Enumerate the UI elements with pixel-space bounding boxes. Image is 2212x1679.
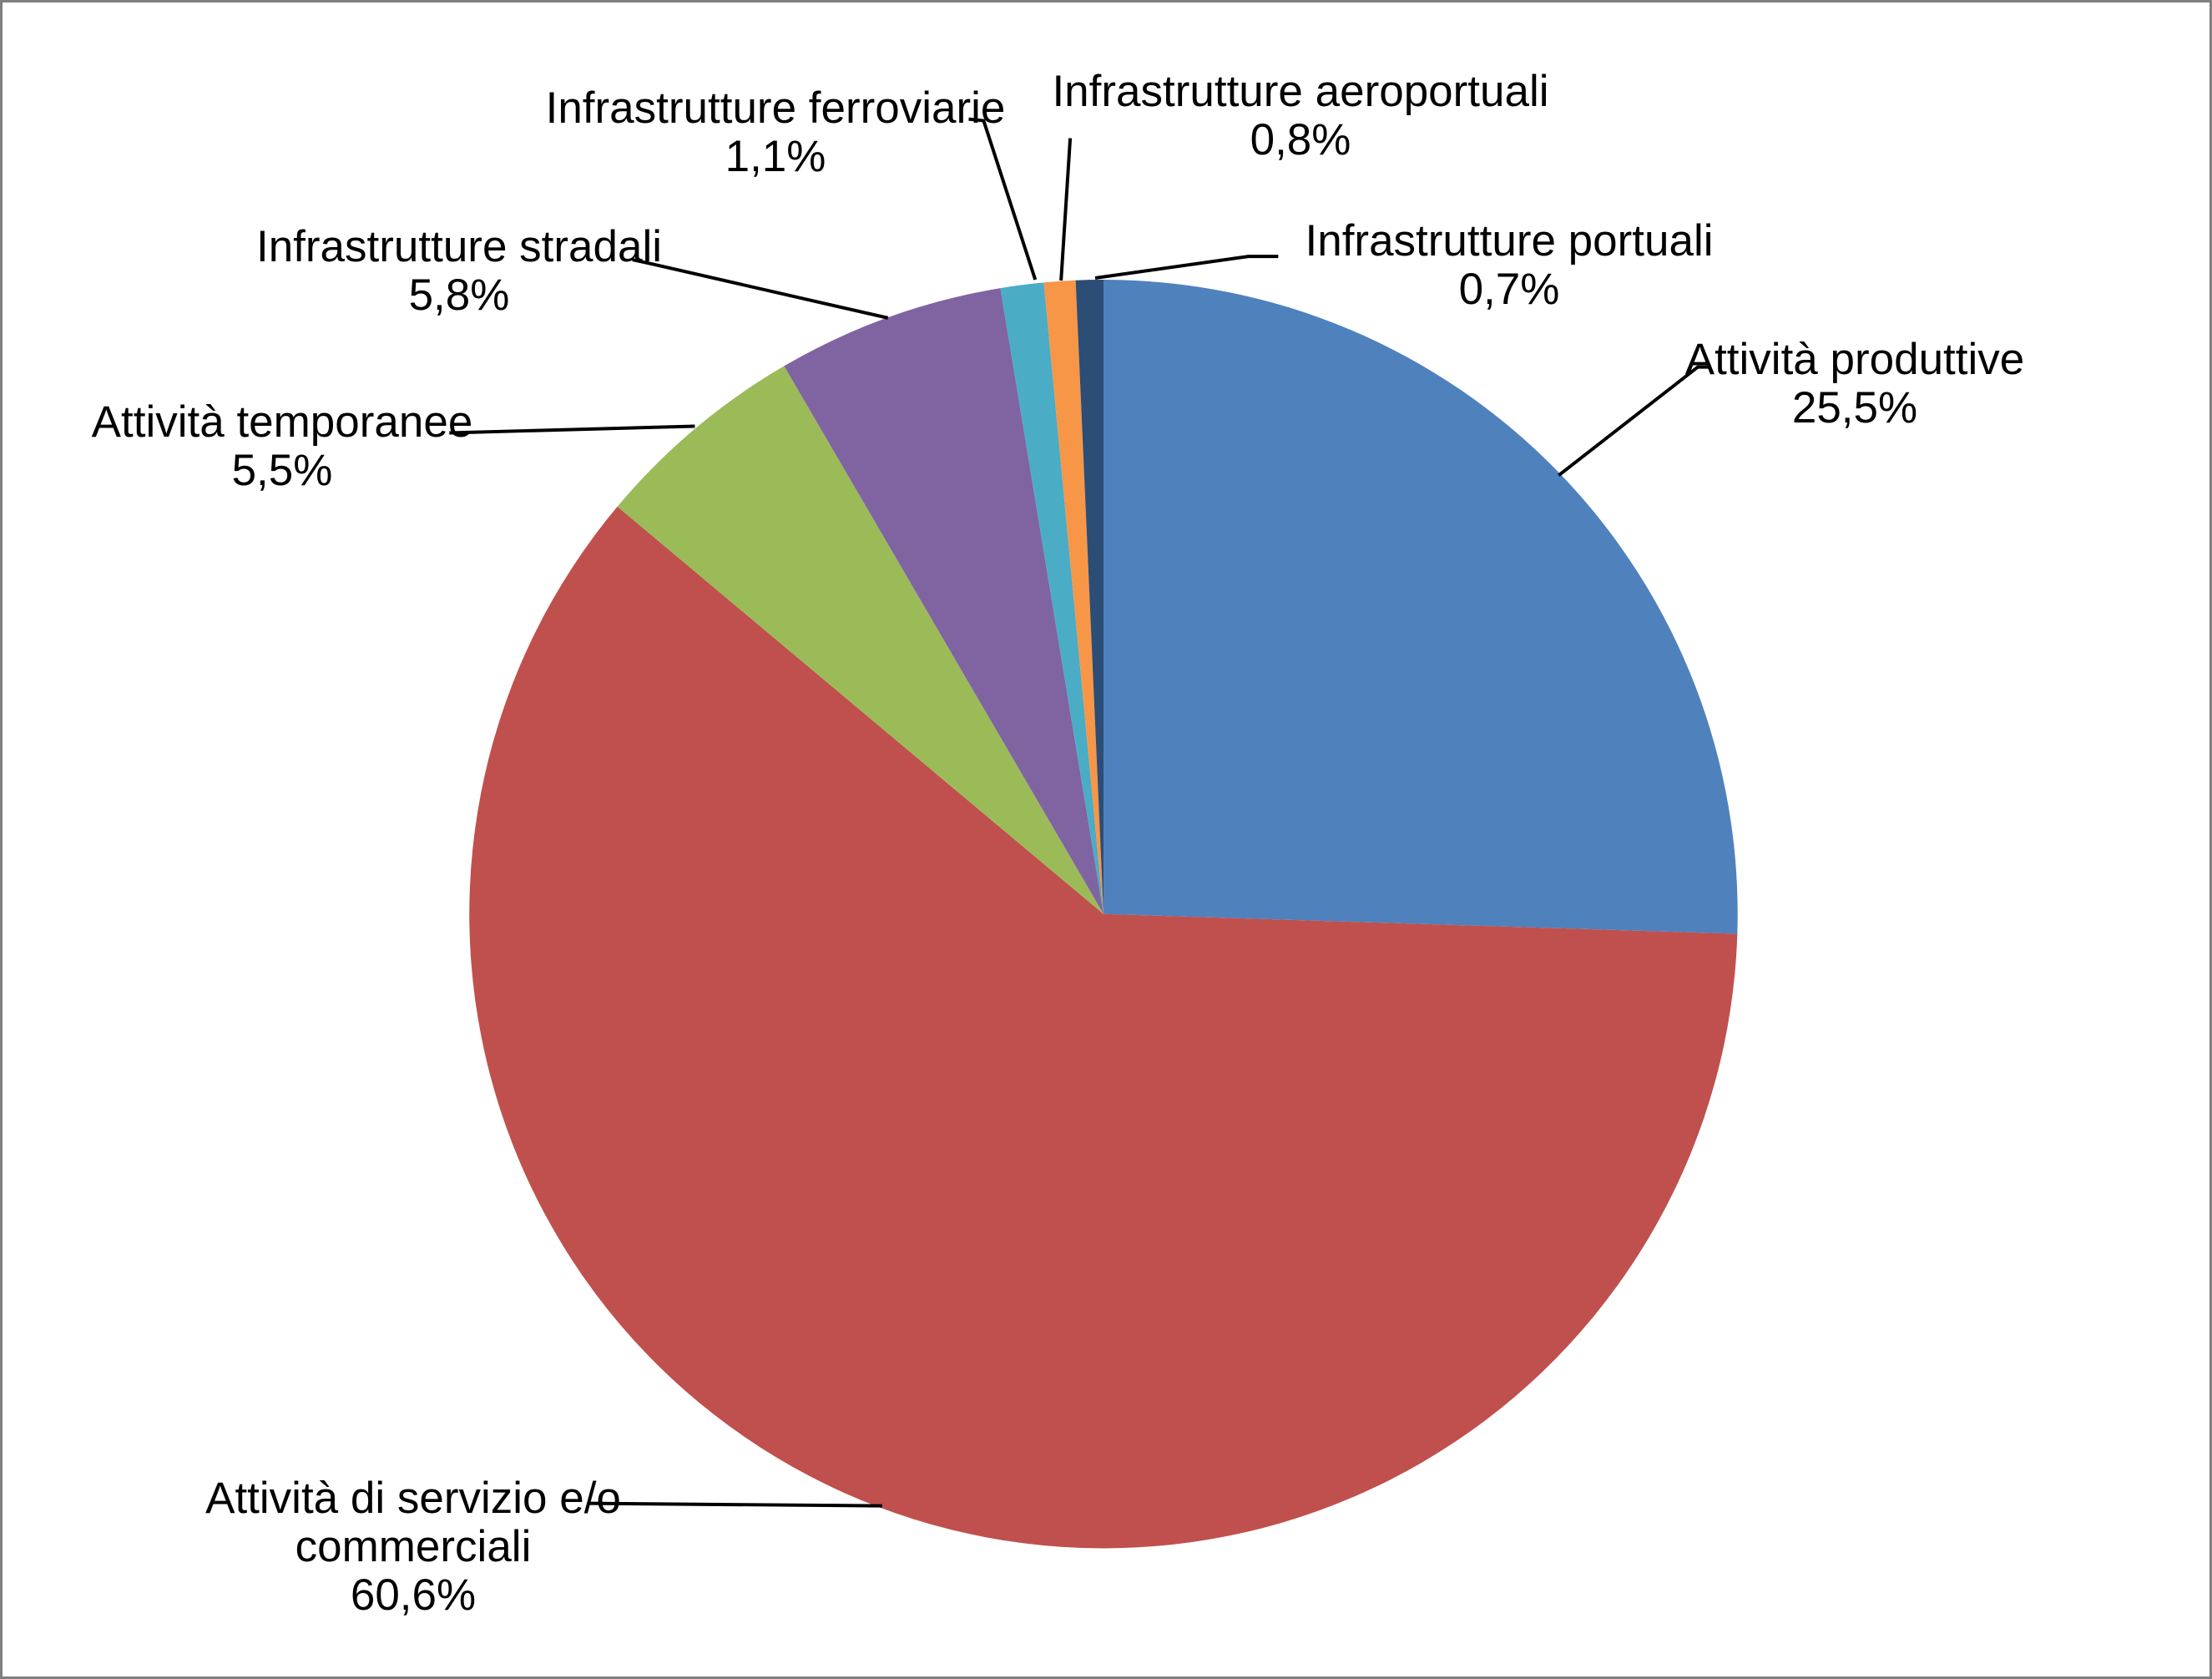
leader-line-0: [1558, 365, 1709, 477]
slice-label-infrastrutture-ferroviarie: Infrastrutture ferroviarie 1,1%: [546, 84, 1006, 181]
pie-slice-3: [784, 288, 1104, 914]
leader-line-5: [1059, 138, 1073, 281]
slice-label-value: 0,7%: [1458, 265, 1560, 314]
pie-slice-1: [469, 506, 1738, 1549]
slice-label-infrastrutture-aeroportuali: Infrastrutture aeroportuali 0,8%: [1052, 68, 1548, 164]
slice-label-text: Attività temporanee: [91, 397, 473, 447]
slice-label-text: commerciali: [295, 1522, 532, 1571]
leader-line-3: [632, 258, 889, 320]
slice-label-value: 60,6%: [350, 1570, 477, 1620]
slice-label-text: Infrastrutture aeroportuali: [1052, 67, 1549, 116]
slice-label-attivita-produttive: Attività produttive 25,5%: [1685, 336, 2025, 432]
slice-label-value: 5,8%: [408, 271, 510, 320]
slice-label-infrastrutture-stradali: Infrastrutture stradali 5,8%: [256, 223, 662, 320]
leader-lines: [449, 117, 1709, 1508]
pie-slices: [469, 280, 1738, 1549]
slice-label-value: 5,5%: [231, 446, 333, 495]
pie-chart: [449, 117, 1738, 1549]
leader-line-1: [588, 1501, 882, 1508]
slice-label-text: Attività di servizio e/o: [205, 1474, 621, 1523]
leader-line-4: [968, 117, 1038, 281]
leader-line-6: [1094, 255, 1279, 280]
slice-label-value: 25,5%: [1791, 383, 1918, 432]
pie-slice-5: [1043, 280, 1104, 914]
slice-label-text: Infrastrutture portuali: [1305, 216, 1714, 266]
pie-slice-4: [1000, 282, 1104, 914]
slice-label-text: Infrastrutture ferroviarie: [545, 83, 1006, 133]
slice-label-text: Attività produttive: [1684, 335, 2025, 384]
slice-label-value: 0,8%: [1250, 115, 1351, 164]
slice-label-attivita-di-servizio-commerciali: Attività di servizio e/o commerciali 60,…: [205, 1474, 621, 1620]
slice-label-text: Infrastrutture stradali: [255, 222, 663, 271]
slice-label-infrastrutture-portuali: Infrastrutture portuali 0,7%: [1305, 217, 1713, 314]
pie-slice-2: [617, 366, 1104, 914]
leader-line-2: [449, 424, 695, 435]
pie-slice-0: [1103, 280, 1738, 934]
pie-slice-6: [1075, 280, 1104, 914]
slice-label-value: 1,1%: [725, 132, 826, 181]
slice-label-attivita-temporanee: Attività temporanee 5,5%: [92, 398, 473, 495]
